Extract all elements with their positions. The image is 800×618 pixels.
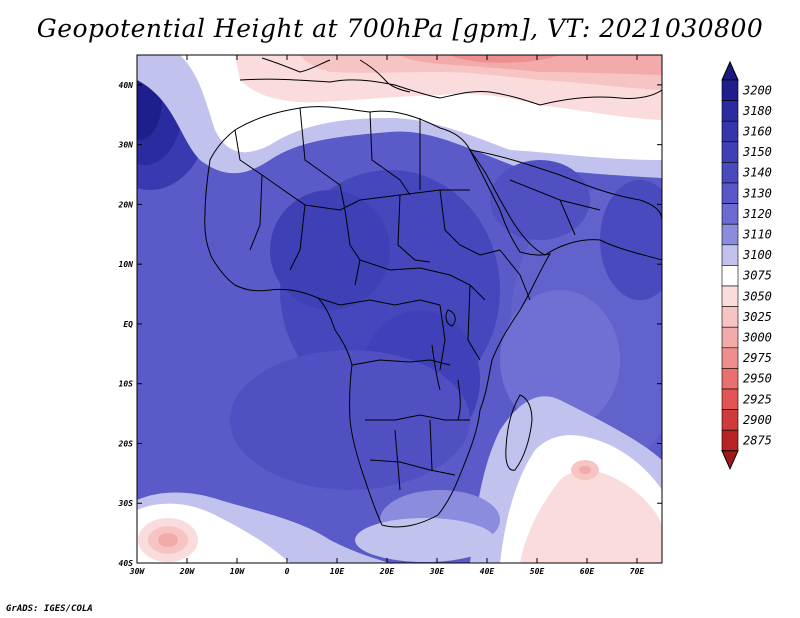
lon-label: 30E [429,567,445,576]
lon-label: 40E [480,567,495,576]
map-title: Geopotential Height at 700hPa [gpm], VT:… [36,14,764,43]
colorbar-label: 3025 [742,310,772,324]
colorbar-top-arrow [721,60,739,81]
colorbar-label: 3140 [742,166,772,180]
lon-label: 10W [230,567,246,576]
lat-label: 10S [119,380,134,389]
colorbar-label: 3050 [742,289,772,303]
colorbar-swatch [721,223,739,246]
colorbar-bottom-arrow [721,450,739,471]
lat-label: EQ [123,320,133,329]
lat-label: 20N [118,200,134,209]
colorbar-swatch [721,285,739,307]
lat-label: 40S [119,559,134,568]
colorbar-swatch [721,244,739,266]
africa-coastline [204,106,552,528]
colorbar-label: 2875 [743,434,772,448]
lat-label: 10N [119,260,134,269]
colorbar-swatch [721,120,739,143]
colorbar-swatch [721,141,739,163]
longitude-axis: 30W 20W 10W 0 10E 20E 30E 40E 50E 60E 70E [129,55,645,576]
colorbar-swatch [721,326,739,349]
colorbar-swatch [721,347,739,369]
colorbar: 3200 3180 3160 3150 3140 3130 3120 3110 3100 3075… [721,60,772,471]
lat-label: 20S [118,439,134,448]
lon-label: 20E [379,567,395,576]
colorbar-label: 3110 [742,228,772,242]
colorbar-swatch [721,368,739,390]
lon-label: 50E [530,567,545,576]
colorbar-label: 3075 [742,269,772,283]
colorbar-label: 3200 [742,83,772,97]
lat-label: 40N [119,81,134,90]
colorbar-label: 3120 [742,207,772,221]
lon-label: 60E [580,567,595,576]
lon-label: 20W [179,567,196,576]
field-shading [137,55,662,563]
colorbar-label: 3150 [742,145,772,159]
colorbar-swatch [721,162,739,184]
colorbar-swatch [721,203,739,225]
arabia-coastline [468,149,662,261]
lon-label: 0 [285,567,290,576]
colorbar-swatch [721,409,739,431]
madagascar-coastline [505,394,533,471]
lon-label: 10E [330,567,345,576]
colorbar-label: 2950 [743,372,772,386]
colorbar-label: 2900 [743,413,772,427]
lon-label: 70E [630,567,645,576]
colorbar-swatch [721,388,739,410]
lat-label: 30S [118,499,134,508]
colorbar-swatch [721,265,739,287]
colorbar-label: 3100 [742,248,772,262]
colorbar-swatch [721,429,739,452]
colorbar-label: 3180 [742,104,772,118]
colorbar-label: 2925 [743,392,772,406]
grads-credit: GrADS: IGES/COLA [6,604,93,614]
europe-coastline [239,78,662,106]
colorbar-swatch [721,306,739,328]
lon-label: 30W [129,567,146,576]
lat-label: 30N [118,141,134,150]
colorbar-label: 3000 [742,331,772,345]
colorbar-swatch [721,100,739,122]
colorbar-swatch [721,79,739,101]
colorbar-label: 3130 [742,186,772,200]
colorbar-swatch [721,182,739,204]
colorbar-label: 2975 [743,351,772,365]
plot-frame [136,54,663,564]
latitude-axis: 40N 30N 20N 10N EQ 10S 20S 30S 40S [118,81,662,568]
coastlines [204,57,662,528]
colorbar-label: 3160 [742,125,772,139]
